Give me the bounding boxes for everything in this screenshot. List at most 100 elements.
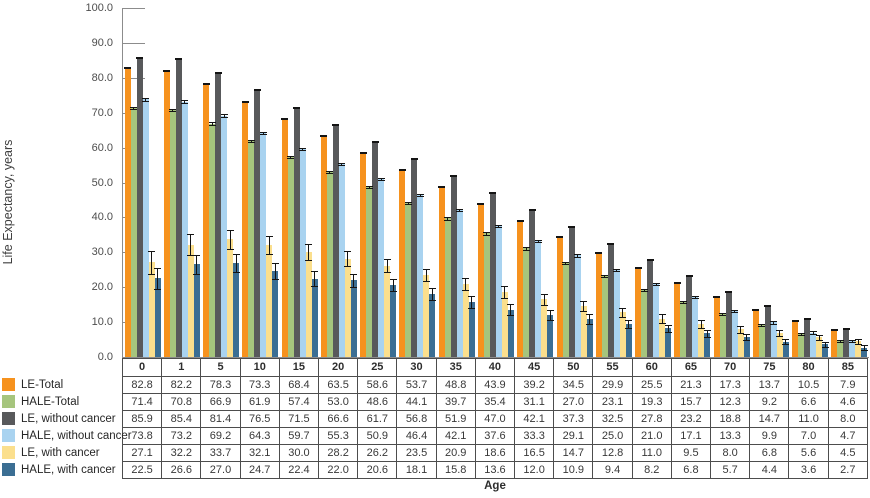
bar-slot: [241, 8, 249, 357]
value-cell: 82.8: [121, 376, 163, 394]
value-cell: 16.5: [514, 444, 555, 462]
value-cell: 9.9: [749, 427, 790, 445]
bar-slot: [625, 8, 633, 357]
value-cell: 33.7: [200, 444, 241, 462]
y-tick-mark: [123, 42, 145, 44]
error-bar: [725, 290, 733, 293]
bar: [405, 203, 412, 357]
value-cell: 2.7: [827, 461, 869, 479]
bar: [372, 141, 379, 357]
bar: [580, 305, 587, 357]
bar-slot: [462, 8, 470, 357]
value-cell: 13.3: [710, 427, 751, 445]
bar-slot: [848, 8, 856, 357]
bar-slot: [685, 8, 693, 357]
value-cell: 47.0: [474, 410, 516, 428]
bar: [837, 340, 844, 357]
bar-slot: [507, 8, 515, 357]
bar-slot: [169, 8, 177, 357]
value-cell: 68.4: [278, 376, 320, 394]
value-cell: 25.0: [592, 427, 633, 445]
bar: [816, 337, 823, 357]
bar-slot: [226, 8, 234, 357]
bar-slot: [287, 8, 295, 357]
bar-slot: [797, 8, 805, 357]
legend-item: HALE-Total: [2, 393, 132, 410]
bar-slot: [830, 8, 838, 357]
bar: [659, 318, 666, 357]
bar-slot: [842, 8, 850, 357]
bar: [438, 186, 445, 357]
bar: [653, 283, 660, 357]
error-bar: [507, 304, 515, 316]
y-tick-mark: [123, 8, 145, 9]
legend-label: HALE, without cancer: [21, 429, 132, 442]
bar-slot: [332, 8, 340, 357]
bar: [586, 318, 593, 357]
bar-slot: [202, 8, 210, 357]
value-cell: 61.7: [357, 410, 398, 428]
error-bar: [187, 234, 195, 256]
bar: [350, 280, 357, 357]
value-cell: 55.3: [318, 427, 359, 445]
bar: [792, 320, 799, 357]
value-cell: 51.9: [435, 410, 476, 428]
bar: [305, 252, 312, 357]
bar-slot: [719, 8, 727, 357]
error-bar: [438, 186, 446, 189]
y-tick-label: 10.0: [91, 316, 113, 329]
bar-slot: [574, 8, 582, 357]
error-bar: [124, 67, 132, 70]
age-header-cell: 65: [670, 358, 712, 377]
value-cell: 12.0: [514, 461, 555, 479]
error-bar: [271, 262, 279, 280]
value-cell: 13.7: [749, 376, 790, 394]
bar-group-age-80: [790, 8, 829, 357]
error-bar: [607, 242, 615, 245]
bar: [429, 293, 436, 357]
value-cell: 85.9: [121, 410, 163, 428]
error-bar: [743, 333, 751, 342]
value-cell: 8.0: [710, 444, 751, 462]
value-cell: 63.5: [318, 376, 359, 394]
bar: [861, 347, 868, 357]
error-bar: [332, 123, 340, 126]
bar: [556, 236, 563, 357]
bar: [444, 218, 451, 357]
bar: [641, 289, 648, 357]
bar-slot: [371, 8, 379, 357]
age-header-cell: 5: [200, 358, 241, 377]
value-cell: 12.3: [710, 393, 751, 411]
error-bar: [202, 83, 210, 86]
bar: [332, 124, 339, 357]
bar: [462, 284, 469, 357]
bar: [378, 179, 385, 357]
bar: [704, 333, 711, 357]
bar: [456, 210, 463, 357]
value-cell: 7.9: [827, 376, 869, 394]
value-cell: 6.6: [788, 393, 829, 411]
value-cell: 59.7: [278, 427, 320, 445]
bar-slot: [193, 8, 201, 357]
value-cell: 34.5: [553, 376, 594, 394]
bar: [674, 282, 681, 357]
bar: [743, 337, 750, 357]
y-tick-label: 70.0: [91, 106, 113, 119]
bar-slot: [758, 8, 766, 357]
bar: [849, 340, 856, 357]
error-bar: [848, 339, 856, 343]
value-cell: 17.1: [670, 427, 712, 445]
error-bar: [574, 254, 582, 258]
error-bar: [679, 301, 687, 305]
value-cell: 29.1: [553, 427, 594, 445]
bar-slot: [311, 8, 319, 357]
table-row: 73.8 73.2 69.2 64.3 59.7 55.3 50.9 46.4 42.1 37.6…: [121, 427, 869, 445]
bar: [541, 299, 548, 357]
error-bar: [148, 251, 156, 275]
value-cell: 76.5: [239, 410, 280, 428]
age-header-cell: 85: [827, 358, 869, 377]
error-bar: [489, 192, 497, 195]
legend-item: LE, with cancer: [2, 444, 132, 461]
bar-groups: [123, 8, 869, 357]
